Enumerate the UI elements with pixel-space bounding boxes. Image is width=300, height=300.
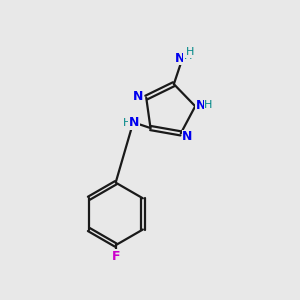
Text: N: N	[175, 52, 185, 65]
Text: N: N	[129, 116, 139, 129]
Text: F: F	[112, 250, 120, 263]
Text: N: N	[182, 130, 193, 143]
Text: H: H	[122, 118, 131, 128]
Text: H: H	[186, 47, 194, 57]
Text: H: H	[184, 52, 192, 61]
Text: H: H	[204, 100, 212, 110]
Text: N: N	[196, 99, 206, 112]
Text: N: N	[133, 90, 143, 103]
